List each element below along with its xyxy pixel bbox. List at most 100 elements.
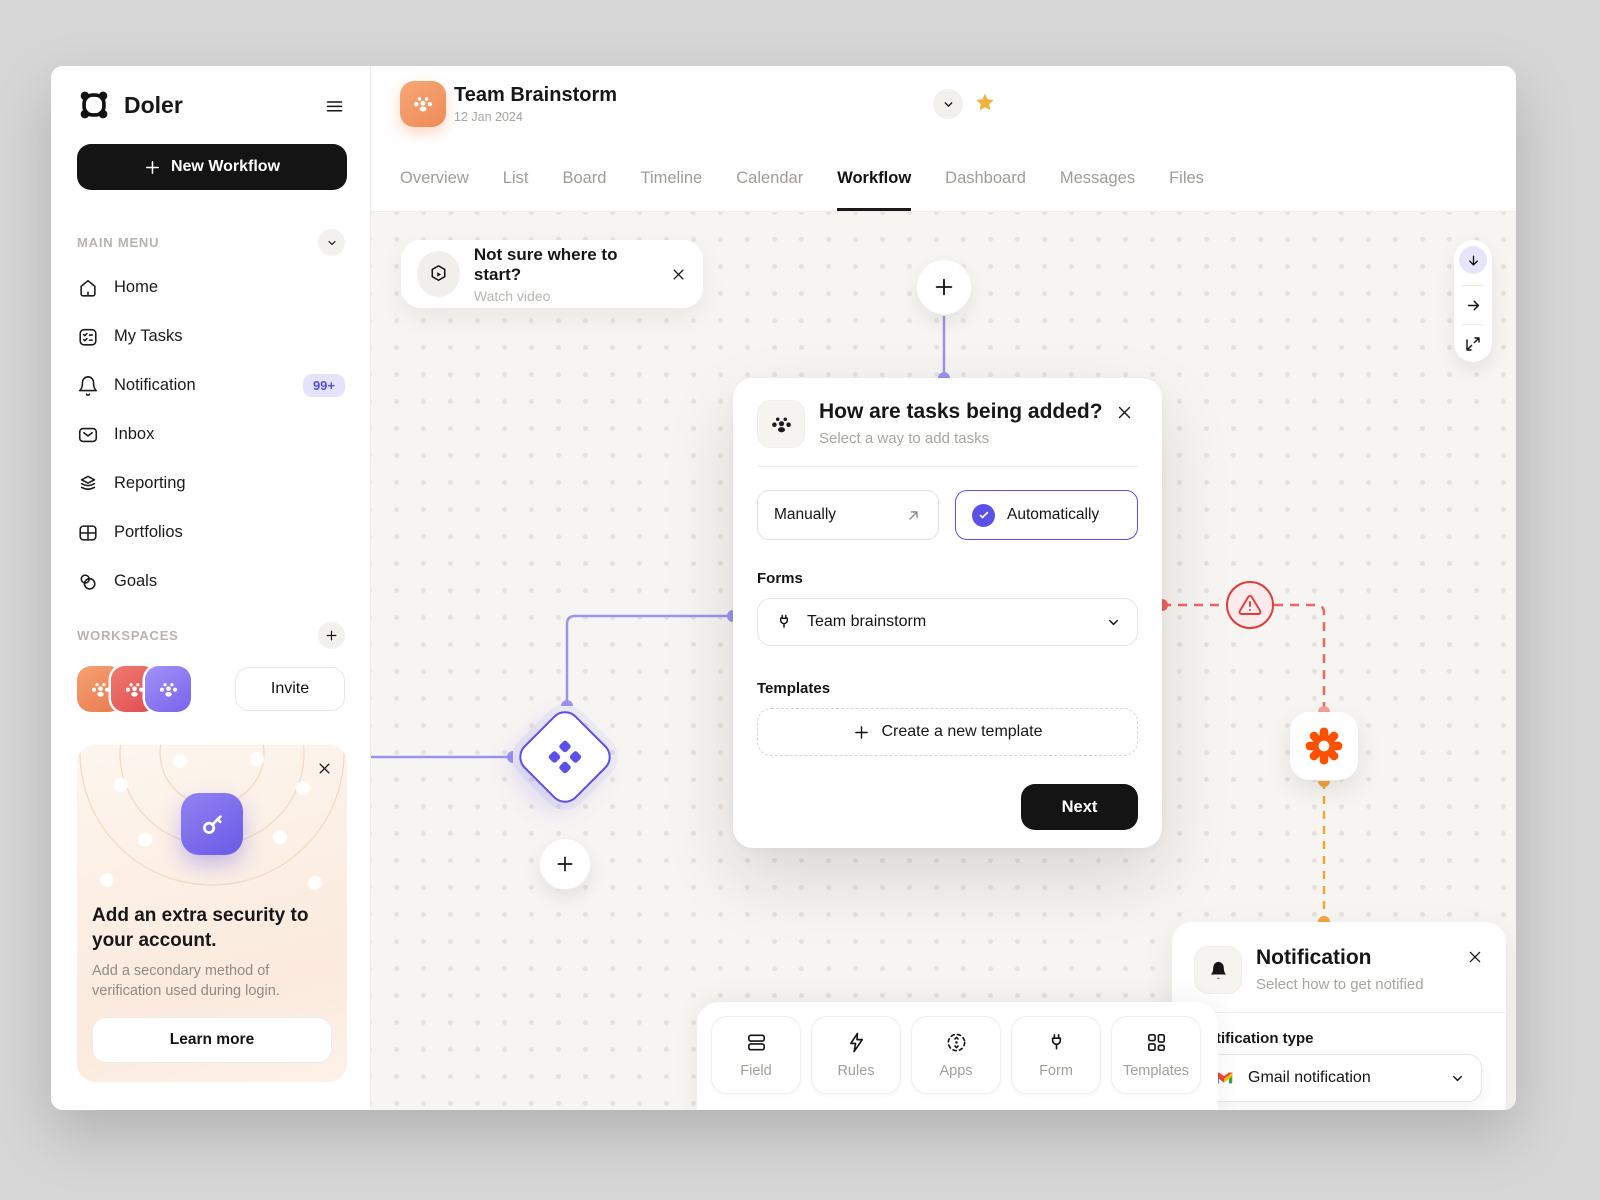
home-icon xyxy=(80,279,96,297)
bell-icon xyxy=(78,375,98,396)
notification-icon-tile xyxy=(1194,946,1242,994)
toolbar-field-button[interactable]: Field xyxy=(711,1016,801,1094)
notification-panel-title: Notification xyxy=(1256,946,1372,969)
forms-select[interactable]: Team brainstorm xyxy=(757,598,1138,646)
invite-button[interactable]: Invite xyxy=(235,667,345,711)
watch-video-link[interactable]: Watch video xyxy=(473,287,551,304)
expand-icon xyxy=(1466,337,1480,351)
key-tile xyxy=(181,793,243,855)
arrow-down-icon xyxy=(1468,254,1478,266)
add-step-node[interactable] xyxy=(539,838,591,890)
notification-count-badge: 99+ xyxy=(302,374,345,397)
next-button[interactable]: Next xyxy=(1021,784,1138,830)
toolbar-rules-button[interactable]: Rules xyxy=(811,1016,901,1094)
chevron-down-icon xyxy=(1453,1075,1462,1081)
workspace-dots-icon xyxy=(159,682,177,697)
project-header: Team Brainstorm 12 Jan 2024 PK ML Share xyxy=(371,66,1516,146)
layers-icon xyxy=(80,475,96,490)
zapier-icon xyxy=(1305,727,1343,765)
tab-messages[interactable]: Messages xyxy=(1059,168,1136,187)
toolbar-templates-button[interactable]: Templates xyxy=(1111,1016,1201,1094)
close-icon[interactable] xyxy=(670,265,687,283)
tab-workflow[interactable]: Workflow xyxy=(837,146,912,211)
modal-title: How are tasks being added? xyxy=(819,400,1103,423)
zapier-app-node[interactable] xyxy=(1290,712,1358,780)
sidebar-item-portfolios[interactable]: Portfolios xyxy=(77,508,345,557)
project-date: 12 Jan 2024 xyxy=(454,110,523,124)
main-menu-collapse-button[interactable] xyxy=(318,229,345,256)
project-tabs: Overview List Board Timeline Calendar Wo… xyxy=(371,146,1516,212)
rules-icon xyxy=(849,1032,863,1053)
toolbar-apps-button[interactable]: Apps xyxy=(911,1016,1001,1094)
plus-icon xyxy=(326,630,337,641)
notification-type-label: Notification type xyxy=(1196,1030,1314,1047)
apps-icon xyxy=(947,1033,965,1052)
tab-dashboard[interactable]: Dashboard xyxy=(945,168,1026,187)
warning-icon[interactable] xyxy=(1238,593,1262,617)
sidebar-item-notification[interactable]: Notification 99+ xyxy=(77,361,345,410)
notification-type-select[interactable]: Gmail notification xyxy=(1196,1054,1482,1102)
project-icon xyxy=(400,81,446,127)
check-circle-icon xyxy=(972,503,995,527)
main-menu-label: MAIN MENU xyxy=(77,235,160,250)
form-plug-icon xyxy=(779,614,789,628)
canvas-toolbar: Field Rules Apps Form Templates xyxy=(697,1002,1218,1110)
workspaces-label: WORKSPACES xyxy=(77,628,179,643)
arrow-right-icon xyxy=(1467,300,1479,310)
tab-board[interactable]: Board xyxy=(562,168,607,187)
goals-icon xyxy=(80,573,96,590)
tab-overview[interactable]: Overview xyxy=(400,168,469,187)
templates-icon xyxy=(1147,1034,1165,1051)
favorite-star-icon[interactable] xyxy=(973,91,997,115)
sidebar-item-home[interactable]: Home xyxy=(77,263,345,312)
sidebar-item-goals[interactable]: Goals xyxy=(77,557,345,606)
plus-icon xyxy=(557,856,573,872)
notification-panel: Notification Select how to get notified … xyxy=(1172,922,1506,1110)
plus-icon xyxy=(146,160,159,174)
flow-direction-right-button[interactable] xyxy=(1465,297,1482,314)
tab-timeline[interactable]: Timeline xyxy=(640,168,703,187)
branch-diamonds-icon xyxy=(548,740,582,774)
modal-subtitle: Select a way to add tasks xyxy=(819,430,990,447)
option-manually[interactable]: Manually xyxy=(757,490,939,540)
sidebar-item-inbox[interactable]: Inbox xyxy=(77,410,345,459)
canvas-direction-toolbar xyxy=(1454,240,1492,362)
key-icon xyxy=(202,814,222,834)
sidebar-item-my-tasks[interactable]: My Tasks xyxy=(77,312,345,361)
notification-panel-subtitle: Select how to get notified xyxy=(1256,976,1424,993)
close-icon[interactable] xyxy=(315,759,333,777)
dots-icon xyxy=(771,417,791,432)
toolbar-form-button[interactable]: Form xyxy=(1011,1016,1101,1094)
project-dots-icon xyxy=(414,97,432,112)
chevron-down-icon xyxy=(944,101,952,107)
plus-icon xyxy=(935,278,953,296)
sidebar-collapse-icon[interactable] xyxy=(324,95,345,116)
option-automatically[interactable]: Automatically xyxy=(955,490,1138,540)
close-icon[interactable] xyxy=(1466,948,1484,966)
tab-files[interactable]: Files xyxy=(1169,168,1204,187)
project-menu-button[interactable] xyxy=(933,89,963,119)
expand-button[interactable] xyxy=(1465,336,1481,352)
add-workspace-button[interactable] xyxy=(318,622,345,649)
workspace-avatar-purple[interactable] xyxy=(145,666,191,712)
workspace-dots-icon xyxy=(125,682,143,697)
grid-window-icon xyxy=(79,524,97,541)
flow-direction-down-button[interactable] xyxy=(1459,246,1487,274)
video-play-icon[interactable] xyxy=(417,251,460,297)
bell-icon xyxy=(1210,961,1226,979)
envelope-icon xyxy=(78,427,98,442)
chevron-down-icon xyxy=(1109,619,1118,625)
close-icon[interactable] xyxy=(1114,402,1134,422)
arrow-up-right-icon xyxy=(909,510,918,520)
sidebar-item-reporting[interactable]: Reporting xyxy=(77,459,345,508)
workflow-canvas[interactable]: Not sure where to start? Watch video xyxy=(371,212,1516,1110)
hint-title: Not sure where to start? xyxy=(473,244,618,284)
create-template-button[interactable]: Create a new template xyxy=(757,708,1138,756)
workflow-condition-node[interactable] xyxy=(512,704,618,810)
tab-calendar[interactable]: Calendar xyxy=(736,168,804,187)
tab-list[interactable]: List xyxy=(502,168,529,187)
new-workflow-button[interactable]: New Workflow xyxy=(77,144,347,190)
add-step-node[interactable] xyxy=(916,259,972,315)
learn-more-button[interactable]: Learn more xyxy=(92,1017,332,1063)
